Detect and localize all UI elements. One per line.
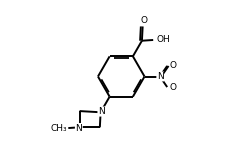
Text: N: N [98, 107, 105, 116]
Text: CH₃: CH₃ [51, 124, 68, 132]
Text: OH: OH [157, 35, 171, 45]
Text: N: N [157, 72, 164, 81]
Text: O: O [169, 82, 176, 91]
Text: N: N [75, 124, 82, 132]
Text: O: O [169, 62, 176, 71]
Text: O: O [141, 16, 148, 25]
